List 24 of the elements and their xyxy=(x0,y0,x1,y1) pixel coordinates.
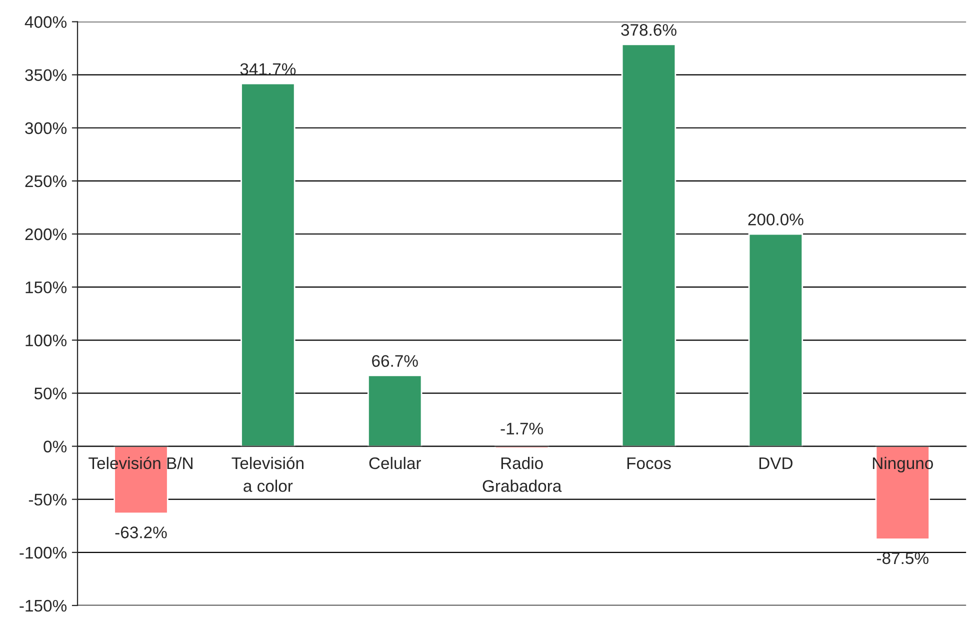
x-tick-label: Focos xyxy=(627,458,671,470)
x-tick-label: Celular xyxy=(369,456,421,470)
data-label: 341.7% xyxy=(240,63,296,76)
y-tick-label: 400% xyxy=(24,16,67,28)
y-tick-label: 50% xyxy=(34,388,67,400)
y-tick-label: -50% xyxy=(28,494,67,506)
y-tick-label: 100% xyxy=(26,334,67,346)
data-label: 378.6% xyxy=(621,24,676,36)
y-tick-label: 300% xyxy=(25,122,67,134)
y-tick-label: 0% xyxy=(44,440,67,452)
x-tick-label: Televisión a color xyxy=(232,456,304,492)
data-label: -1.7% xyxy=(500,422,543,434)
y-tick-label: 200% xyxy=(25,228,67,240)
y-tick-label: -100% xyxy=(20,546,67,559)
data-label: -63.2% xyxy=(115,526,167,538)
x-tick-label: DVD xyxy=(759,458,792,469)
y-tick-label: -150% xyxy=(20,600,67,612)
y-tick-label: 150% xyxy=(26,281,67,294)
data-label: 66.7% xyxy=(372,355,418,367)
x-tick-label: Radio Grabadora xyxy=(482,456,562,492)
y-tick-label: 350% xyxy=(25,69,67,82)
data-label: 200.0% xyxy=(748,214,804,226)
data-label: -87.5% xyxy=(876,552,928,564)
y-tick-label: 250% xyxy=(25,175,67,188)
